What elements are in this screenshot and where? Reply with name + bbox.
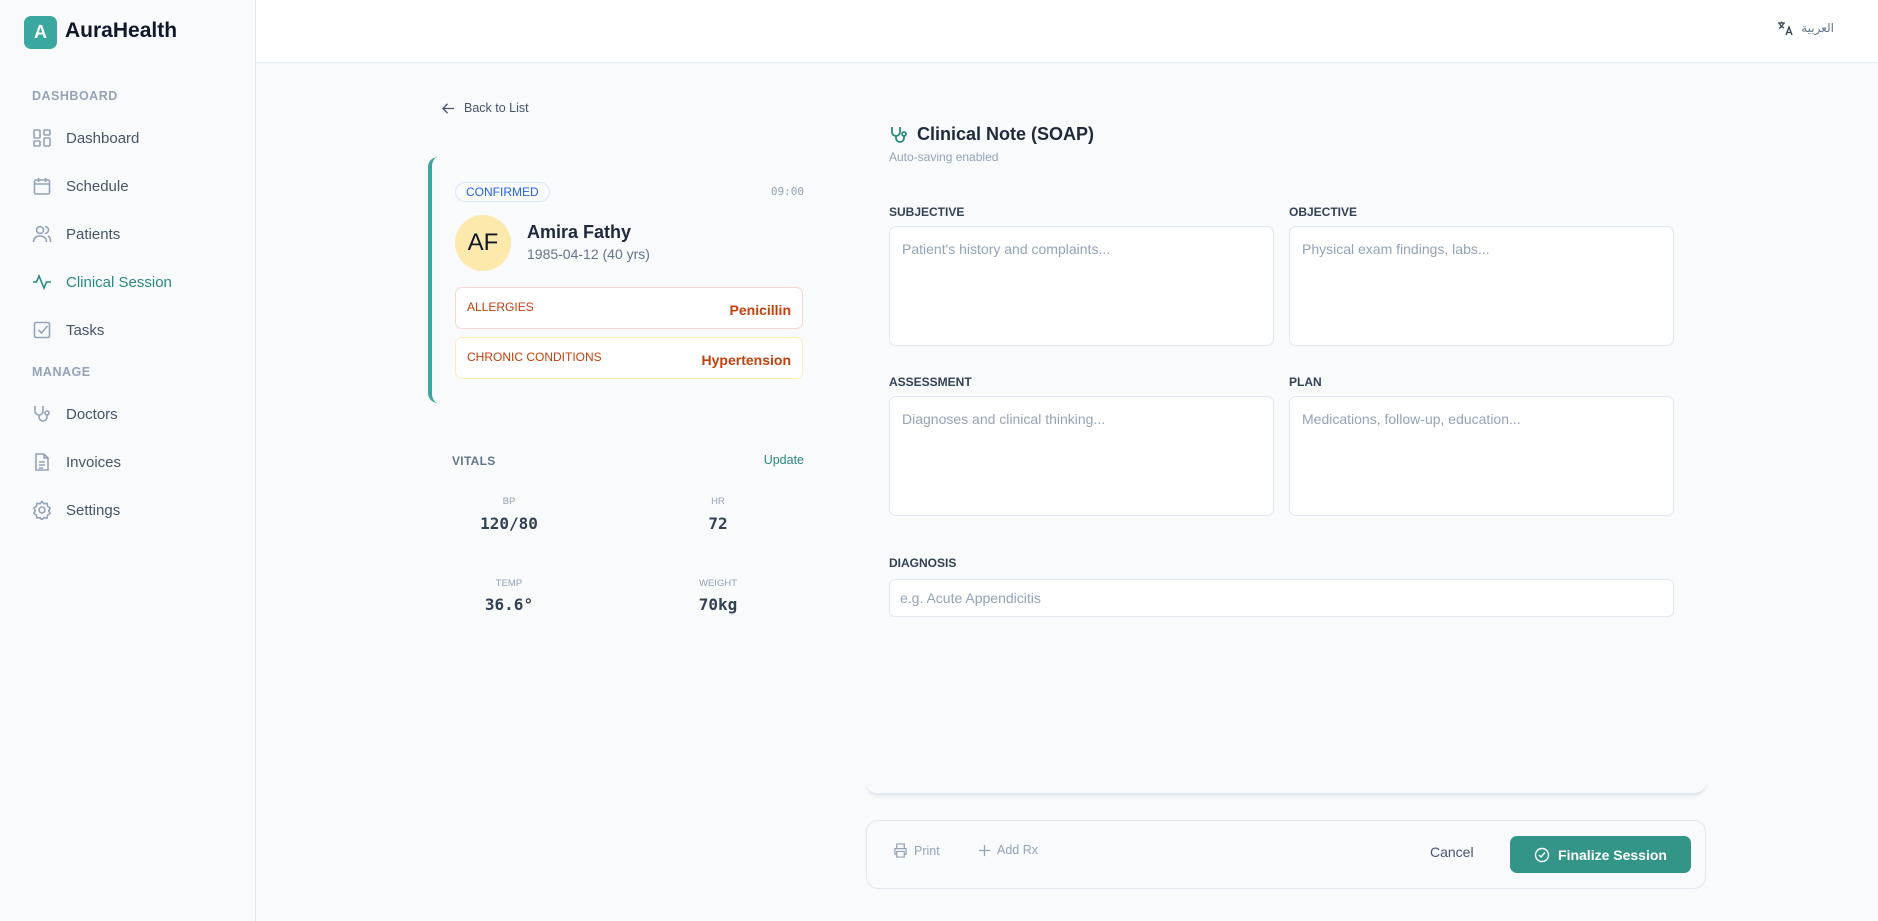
patient-card xyxy=(428,157,804,403)
allergies-label: ALLERGIES xyxy=(467,300,534,314)
diagnosis-label: DIAGNOSIS xyxy=(889,556,957,570)
status-badge: CONFIRMED xyxy=(455,182,550,202)
objective-label: OBJECTIVE xyxy=(1289,205,1358,219)
allergies-value: Penicillin xyxy=(729,302,791,318)
autosave-status: Auto-saving enabled xyxy=(889,150,999,164)
sidebar-item-label: Clinical Session xyxy=(66,273,172,291)
print-label: Print xyxy=(914,843,940,858)
objective-input[interactable] xyxy=(1289,226,1674,346)
sidebar-item-clinical-session[interactable]: Clinical Session xyxy=(32,267,172,297)
allergies-box: ALLERGIES Penicillin xyxy=(455,287,803,329)
chronic-label: CHRONIC CONDITIONS xyxy=(467,350,602,364)
brand-name: AuraHealth xyxy=(65,19,178,42)
language-label: العربية xyxy=(1801,21,1834,35)
finalize-session-button[interactable]: Finalize Session xyxy=(1510,836,1691,873)
action-bar xyxy=(866,820,1706,889)
chronic-value: Hypertension xyxy=(701,352,791,368)
subjective-input[interactable] xyxy=(889,226,1274,346)
activity-icon xyxy=(33,273,51,291)
vitals-title: VITALS xyxy=(452,454,496,468)
sidebar-item-label: Schedule xyxy=(66,177,129,195)
back-to-list-link[interactable]: Back to List xyxy=(442,101,529,115)
plan-input[interactable] xyxy=(1289,396,1674,516)
section-label-manage: MANAGE xyxy=(32,365,91,379)
stethoscope-icon xyxy=(891,127,907,143)
plus-icon xyxy=(978,844,991,856)
diagnosis-input[interactable] xyxy=(889,579,1674,617)
sidebar-item-dashboard[interactable]: Dashboard xyxy=(32,123,139,153)
translate-icon xyxy=(1778,21,1793,36)
vital-label-hr: HR xyxy=(711,496,725,507)
arrow-left-icon xyxy=(442,102,455,114)
sidebar-item-schedule[interactable]: Schedule xyxy=(32,171,129,201)
check-circle-icon xyxy=(1534,847,1550,862)
vital-value-bp: 120/80 xyxy=(480,514,538,533)
add-rx-button[interactable]: Add Rx xyxy=(978,843,1038,857)
printer-icon xyxy=(894,843,907,858)
subjective-label: SUBJECTIVE xyxy=(889,205,965,219)
note-title: Clinical Note (SOAP) xyxy=(917,124,1095,144)
assessment-label: ASSESSMENT xyxy=(889,375,972,389)
file-icon xyxy=(35,453,49,471)
sidebar-item-doctors[interactable]: Doctors xyxy=(32,399,118,429)
gear-icon xyxy=(32,500,52,520)
logo-icon: A xyxy=(24,16,57,49)
vital-value-hr: 72 xyxy=(708,514,728,533)
sidebar-item-label: Invoices xyxy=(66,453,122,471)
grid-icon xyxy=(33,129,51,147)
sidebar-item-settings[interactable]: Settings xyxy=(32,495,120,525)
calendar-icon xyxy=(33,178,51,195)
vitals-update-link[interactable]: Update xyxy=(763,453,804,467)
back-label: Back to List xyxy=(464,101,529,115)
chronic-conditions-box: CHRONIC CONDITIONS Hypertension xyxy=(455,337,803,379)
language-switch[interactable]: العربية xyxy=(1777,20,1834,36)
patient-name: Amira Fathy xyxy=(527,222,632,242)
sidebar-item-label: Tasks xyxy=(66,321,105,339)
sidebar-item-tasks[interactable]: Tasks xyxy=(32,315,104,345)
section-label-dashboard: DASHBOARD xyxy=(32,89,118,103)
note-card-edge xyxy=(866,780,1706,795)
users-icon xyxy=(32,225,52,243)
sidebar-item-label: Settings xyxy=(66,501,121,519)
print-button[interactable]: Print xyxy=(893,843,940,858)
top-header: العربية xyxy=(256,0,1878,63)
sidebar-item-invoices[interactable]: Invoices xyxy=(32,447,121,477)
sidebar: A AuraHealth DASHBOARD Dashboard Schedul… xyxy=(0,0,256,921)
patient-dob: 1985-04-12 (40 yrs) xyxy=(527,246,650,262)
sidebar-item-label: Patients xyxy=(66,225,121,243)
plan-label: PLAN xyxy=(1289,375,1322,389)
vital-label-weight: WEIGHT xyxy=(699,578,737,589)
vital-label-bp: BP xyxy=(502,496,516,507)
vital-value-weight: 70kg xyxy=(698,595,738,614)
sidebar-item-label: Dashboard xyxy=(66,129,140,147)
checkbox-icon xyxy=(33,321,51,339)
vital-value-temp: 36.6° xyxy=(484,595,534,614)
vital-label-temp: TEMP xyxy=(495,578,523,589)
avatar: AF xyxy=(455,215,511,271)
sidebar-item-patients[interactable]: Patients xyxy=(32,219,120,249)
sidebar-item-label: Doctors xyxy=(66,405,118,423)
appointment-time: 09:00 xyxy=(770,185,804,198)
add-rx-label: Add Rx xyxy=(997,843,1038,857)
finalize-label: Finalize Session xyxy=(1558,846,1667,863)
cancel-button[interactable]: Cancel xyxy=(1430,844,1474,860)
stethoscope-icon xyxy=(34,406,50,422)
assessment-input[interactable] xyxy=(889,396,1274,516)
